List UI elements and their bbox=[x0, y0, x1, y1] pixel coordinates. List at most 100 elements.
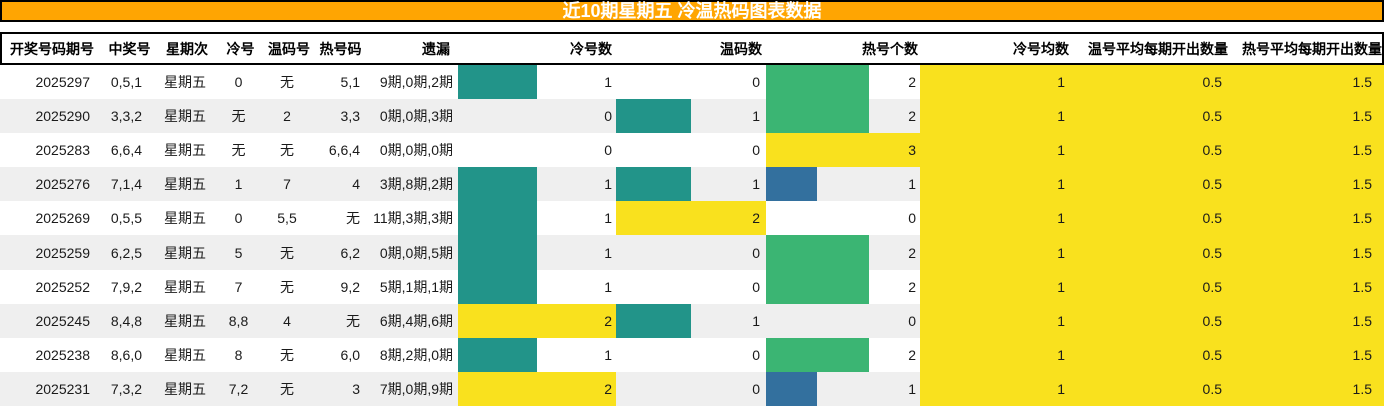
warm-count-bar bbox=[616, 201, 766, 236]
warm-avg-cell: 0.5 bbox=[1075, 303, 1230, 338]
weekday-cell: 星期五 bbox=[164, 210, 206, 227]
omission-cell: 0期,0期,5期 bbox=[379, 244, 453, 261]
hot-count-bar bbox=[766, 99, 869, 134]
omission-cell: 7期,0期,9期 bbox=[379, 380, 453, 397]
cold-count-bar bbox=[458, 269, 537, 304]
cold-number-cell: 无 bbox=[231, 142, 246, 159]
cold-count-value: 1 bbox=[604, 278, 612, 295]
weekday-cell: 星期五 bbox=[164, 312, 206, 329]
warm-number-cell: 无 bbox=[280, 244, 294, 261]
hot-avg-cell: 1.5 bbox=[1230, 235, 1384, 270]
omission-cell: 6期,4期,6期 bbox=[379, 312, 453, 329]
omission-cell: 8期,2期,0期 bbox=[379, 346, 453, 363]
column-header-warm-avg: 温号平均每期开出数量 bbox=[1088, 40, 1228, 57]
hot-number-cell: 9,2 bbox=[340, 278, 360, 295]
cold-number-cell: 0 bbox=[234, 74, 243, 91]
hot-avg-cell: 1.5 bbox=[1230, 303, 1384, 338]
warm-count-value: 0 bbox=[752, 278, 760, 295]
cold-count-bar bbox=[458, 337, 537, 372]
column-header-period: 开奖号码期号 bbox=[10, 40, 94, 57]
warm-number-cell: 5,5 bbox=[277, 210, 297, 227]
win-numbers-cell: 7,9,2 bbox=[110, 278, 142, 295]
table-row: 2025259 6,2,5 星期五 5 无 6,2 0期,0期,5期 1 0 2 1 0.5 1.5 bbox=[0, 235, 1384, 270]
title-bar: 近10期星期五 冷温热码图表数据 bbox=[0, 0, 1384, 22]
cold-count-value: 0 bbox=[604, 142, 612, 159]
warm-count-cell: 0 bbox=[616, 65, 766, 99]
warm-avg-cell: 0.5 bbox=[1075, 337, 1230, 372]
warm-number-cell: 7 bbox=[283, 176, 291, 193]
warm-avg-cell: 0.5 bbox=[1075, 269, 1230, 304]
weekday-cell: 星期五 bbox=[164, 278, 206, 295]
hot-count-value: 2 bbox=[908, 346, 916, 363]
warm-count-value: 1 bbox=[752, 312, 760, 329]
win-numbers-cell: 8,6,0 bbox=[110, 346, 142, 363]
cold-avg-cell: 1 bbox=[920, 235, 1075, 270]
warm-count-cell: 1 bbox=[616, 99, 766, 134]
cold-count-cell: 0 bbox=[458, 99, 616, 133]
hot-count-value: 2 bbox=[908, 278, 916, 295]
warm-avg-cell: 0.5 bbox=[1075, 167, 1230, 202]
win-numbers-cell: 3,3,2 bbox=[110, 108, 142, 125]
win-numbers-cell: 7,3,2 bbox=[110, 380, 142, 397]
omission-cell: 11期,3期,3期 bbox=[373, 210, 453, 227]
warm-number-cell: 4 bbox=[283, 312, 291, 329]
hot-number-cell: 无 bbox=[346, 312, 360, 329]
warm-count-value: 2 bbox=[752, 210, 760, 227]
hot-count-value: 2 bbox=[908, 108, 916, 125]
cold-number-cell: 8 bbox=[234, 346, 243, 363]
cold-count-value: 1 bbox=[604, 176, 612, 193]
hot-count-cell: 1 bbox=[766, 371, 920, 406]
cold-avg-cell: 1 bbox=[920, 65, 1075, 100]
warm-count-cell: 0 bbox=[616, 235, 766, 269]
cold-count-cell: 1 bbox=[458, 65, 616, 100]
hot-avg-cell: 1.5 bbox=[1230, 371, 1384, 406]
weekday-cell: 星期五 bbox=[164, 108, 206, 125]
hot-count-cell: 1 bbox=[766, 167, 920, 202]
hot-avg-cell: 1.5 bbox=[1230, 167, 1384, 202]
win-numbers-cell: 6,2,5 bbox=[110, 244, 142, 261]
cold-number-cell: 5 bbox=[234, 244, 243, 261]
warm-number-cell: 2 bbox=[283, 108, 291, 125]
warm-count-bar bbox=[616, 303, 691, 338]
win-numbers-cell: 0,5,1 bbox=[110, 74, 142, 91]
hot-avg-cell: 1.5 bbox=[1230, 133, 1384, 168]
hot-count-bar bbox=[766, 167, 818, 202]
hot-count-value: 2 bbox=[908, 244, 916, 261]
cold-count-value: 2 bbox=[604, 380, 612, 397]
hot-count-bar bbox=[766, 133, 920, 168]
cold-number-cell: 8,8 bbox=[228, 312, 249, 329]
warm-number-cell: 无 bbox=[280, 74, 294, 91]
cold-count-bar bbox=[458, 371, 616, 406]
warm-count-value: 0 bbox=[752, 346, 760, 363]
warm-count-value: 1 bbox=[752, 176, 760, 193]
weekday-cell: 星期五 bbox=[164, 380, 206, 397]
hot-count-value: 1 bbox=[908, 176, 916, 193]
cold-avg-cell: 1 bbox=[920, 303, 1075, 338]
cold-count-cell: 1 bbox=[458, 269, 616, 304]
column-header-hot-number: 热号码 bbox=[319, 40, 362, 57]
cold-number-cell: 7 bbox=[234, 278, 243, 295]
weekday-cell: 星期五 bbox=[164, 244, 206, 261]
warm-avg-cell: 0.5 bbox=[1075, 201, 1230, 236]
hot-count-bar bbox=[766, 235, 869, 270]
column-header-cold-number: 冷号 bbox=[226, 40, 255, 57]
cold-count-bar bbox=[458, 201, 537, 236]
table-header-row: 开奖号码期号 中奖号 星期次 冷号 温码号 热号码 遗漏 冷号数 温码数 热号个数 冷号均数 温号平均… bbox=[0, 32, 1384, 65]
table-body: 2025297 0,5,1 星期五 0 无 5,1 9期,0期,2期 1 0 2 1 0.5 1.5 20… bbox=[0, 65, 1384, 406]
warm-avg-cell: 0.5 bbox=[1075, 235, 1230, 270]
hot-number-cell: 6,2 bbox=[340, 244, 360, 261]
hot-number-cell: 5,1 bbox=[340, 74, 360, 91]
warm-count-bar bbox=[616, 167, 691, 202]
cold-number-cell: 无 bbox=[231, 108, 246, 125]
cold-count-value: 1 bbox=[604, 210, 612, 227]
table-row: 2025238 8,6,0 星期五 8 无 6,0 8期,2期,0期 1 0 2 1 0.5 1.5 bbox=[0, 337, 1384, 372]
hot-count-cell: 3 bbox=[766, 133, 920, 168]
table-row: 2025297 0,5,1 星期五 0 无 5,1 9期,0期,2期 1 0 2 1 0.5 1.5 bbox=[0, 65, 1384, 100]
warm-number-cell: 无 bbox=[280, 142, 294, 159]
hot-avg-cell: 1.5 bbox=[1230, 65, 1384, 100]
hot-count-bar bbox=[766, 371, 818, 406]
cold-avg-cell: 1 bbox=[920, 167, 1075, 202]
warm-count-cell: 0 bbox=[616, 372, 766, 406]
table-row: 2025276 7,1,4 星期五 1 7 4 3期,8期,2期 1 1 1 1 0.5 1.5 bbox=[0, 167, 1384, 202]
warm-count-cell: 1 bbox=[616, 167, 766, 202]
